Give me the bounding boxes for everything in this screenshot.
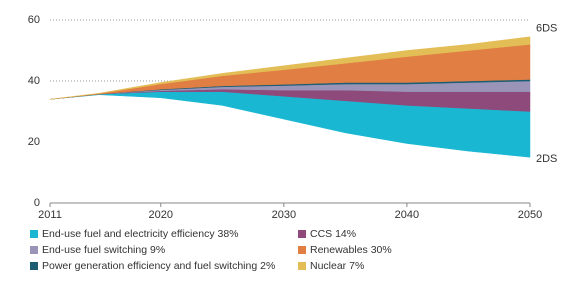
baseline-area <box>50 94 530 203</box>
y-tick-label: 0 <box>34 197 40 209</box>
legend-label: Power generation efficiency and fuel swi… <box>42 260 275 272</box>
x-tick-label: 2040 <box>395 209 419 221</box>
legend-label: Renewables 30% <box>310 244 392 256</box>
y-tick-label: 20 <box>28 136 40 148</box>
legend-label: CCS 14% <box>310 228 356 240</box>
x-tick-label: 2030 <box>272 209 296 221</box>
legend-swatch <box>298 230 306 238</box>
legend-swatch <box>298 246 306 254</box>
legend-label: End-use fuel and electricity efficiency … <box>42 228 239 240</box>
x-tick-label: 2050 <box>518 209 542 221</box>
area <box>49 36 531 100</box>
end-label: 6DS <box>536 23 557 35</box>
legend-label: Nuclear 7% <box>310 260 364 272</box>
y-tick-label: 40 <box>28 75 40 87</box>
legend-swatch <box>30 246 38 254</box>
end-label: 2DS <box>536 153 557 165</box>
x-tick-label: 2011 <box>38 209 62 221</box>
legend-swatch <box>30 262 38 270</box>
x-tick-label: 2020 <box>149 209 173 221</box>
legend-swatch <box>298 262 306 270</box>
legend-label: End-use fuel switching 9% <box>42 244 165 256</box>
legend-swatch <box>30 230 38 238</box>
y-tick-label: 60 <box>28 14 40 26</box>
